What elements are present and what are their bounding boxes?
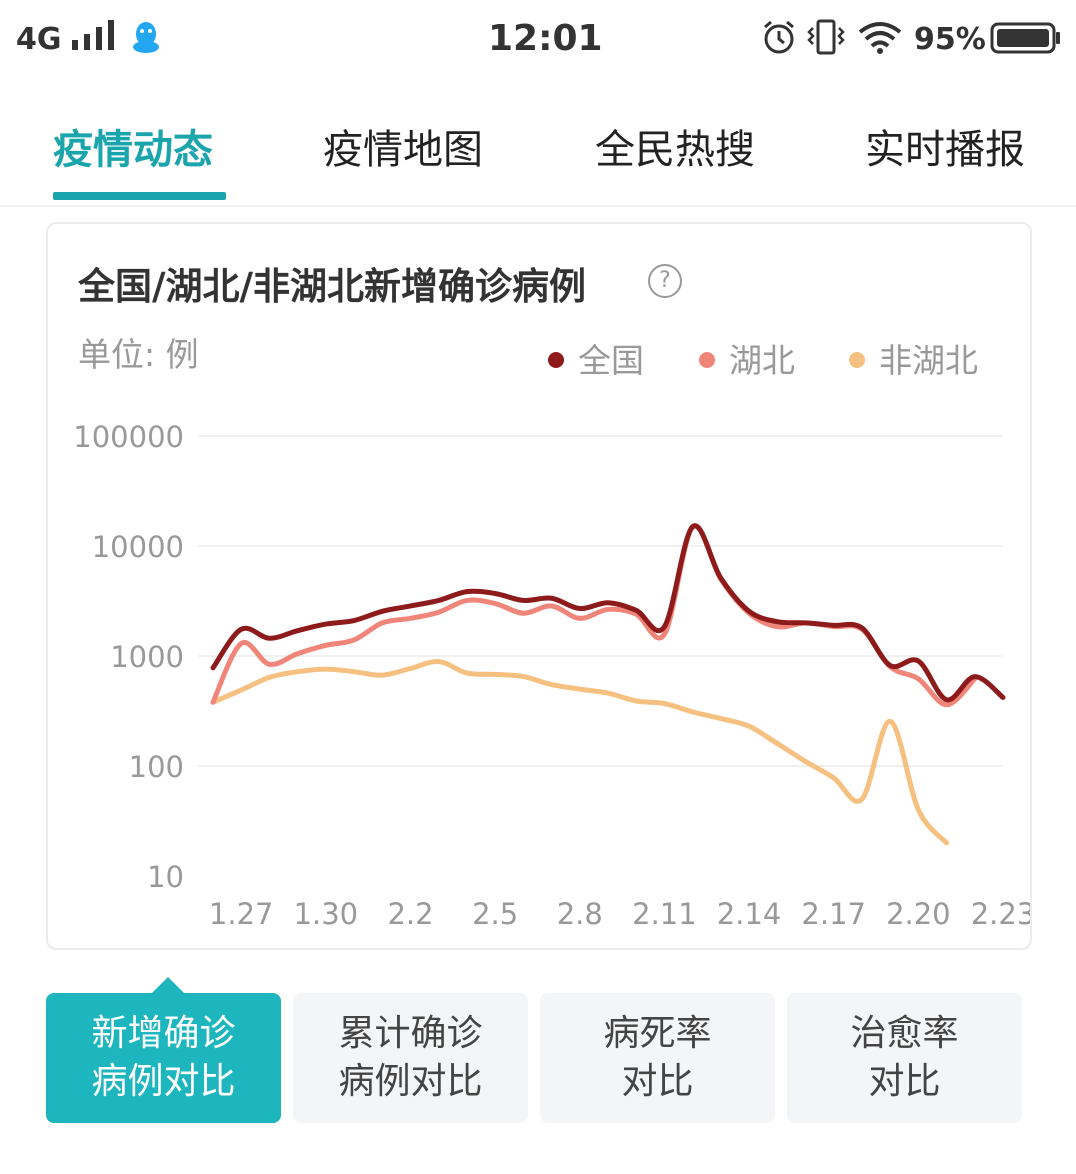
- x-tick-label: 2.20: [886, 897, 951, 931]
- y-tick-label: 100: [129, 750, 184, 784]
- network-type: 4G: [16, 22, 62, 57]
- legend-label-national: 全国: [578, 341, 644, 380]
- button-line1: 治愈率: [850, 1013, 959, 1054]
- status-bar: 4G 12:01 95%: [0, 0, 1076, 80]
- recovery-rate-comparison-button[interactable]: 治愈率 对比: [787, 993, 1022, 1123]
- cumulative-confirmed-comparison-button[interactable]: 累计确诊 病例对比: [293, 993, 528, 1123]
- series-line-national: [210, 523, 1006, 703]
- x-tick-label: 2.23: [971, 897, 1030, 931]
- help-icon[interactable]: ?: [648, 264, 682, 298]
- y-tick-label: 1000: [110, 640, 184, 674]
- chart-card: 全国/湖北/非湖北新增确诊病例 ? 单位: 例 全国 湖北 非湖北 100000…: [46, 222, 1032, 950]
- legend-label-non-hubei: 非湖北: [879, 341, 978, 380]
- signal-icon: [72, 20, 114, 50]
- vibrate-icon: [807, 19, 845, 55]
- x-tick-label: 2.11: [632, 897, 697, 931]
- x-tick-label: 2.5: [472, 897, 518, 931]
- alarm-icon: [764, 20, 794, 54]
- button-line2: 病例对比: [91, 1061, 236, 1102]
- legend-dot-national: [548, 351, 564, 368]
- button-line2: 对比: [621, 1061, 694, 1102]
- legend-dot-hubei: [699, 351, 715, 368]
- x-tick-label: 1.30: [294, 897, 359, 931]
- tab-bar: 疫情动态 疫情地图 全民热搜 实时播报: [0, 95, 1076, 207]
- tab-epidemic-trends[interactable]: 疫情动态: [53, 127, 213, 173]
- wifi-icon: [858, 22, 902, 54]
- comparison-button-group: 新增确诊病例对比 累计确诊病例对比 病死率对比 治愈率对比: [46, 977, 1032, 1123]
- legend-non-hubei[interactable]: 非湖北: [849, 334, 978, 382]
- button-line2: 对比: [868, 1061, 941, 1102]
- clock-time: 12:01: [488, 18, 603, 59]
- tab-trending-searches[interactable]: 全民热搜: [595, 127, 755, 173]
- battery-icon: [990, 22, 1060, 54]
- legend-hubei[interactable]: 湖北: [699, 334, 795, 382]
- legend-label-hubei: 湖北: [729, 341, 795, 380]
- x-tick-label: 2.2: [387, 897, 433, 931]
- qq-penguin-icon: [133, 22, 159, 53]
- active-tab-indicator: [53, 192, 226, 200]
- x-tick-label: 2.8: [557, 897, 603, 931]
- x-tick-label: 2.14: [717, 897, 782, 931]
- tab-epidemic-map[interactable]: 疫情地图: [323, 127, 483, 173]
- x-tick-label: 2.17: [801, 897, 866, 931]
- legend-dot-non-hubei: [849, 351, 865, 368]
- legend-national[interactable]: 全国: [548, 334, 644, 382]
- series-line-hubei: [210, 523, 978, 708]
- y-tick-label: 10000: [92, 530, 184, 564]
- y-tick-label: 10: [147, 860, 184, 894]
- series-line-non-hubei: [210, 659, 950, 846]
- chart-unit: 单位: 例: [78, 335, 199, 374]
- fatality-rate-comparison-button[interactable]: 病死率 对比: [540, 993, 775, 1123]
- button-line1: 累计确诊: [338, 1013, 483, 1054]
- button-line1: 病死率: [603, 1013, 712, 1054]
- chart-title: 全国/湖北/非湖北新增确诊病例: [78, 265, 587, 308]
- active-button-pointer: [152, 977, 184, 993]
- new-confirmed-comparison-button[interactable]: 新增确诊 病例对比: [46, 993, 281, 1123]
- button-line2: 病例对比: [338, 1061, 483, 1102]
- y-tick-label: 100000: [73, 420, 184, 454]
- battery-percent: 95%: [914, 22, 986, 57]
- tab-live-reports[interactable]: 实时播报: [865, 127, 1025, 173]
- x-tick-label: 1.27: [209, 897, 274, 931]
- line-chart: 100000 10000 1000 100 10 1.27 1.30 2.2 2.5 2.8 2.1…: [73, 420, 1030, 931]
- button-line1: 新增确诊: [91, 1013, 236, 1054]
